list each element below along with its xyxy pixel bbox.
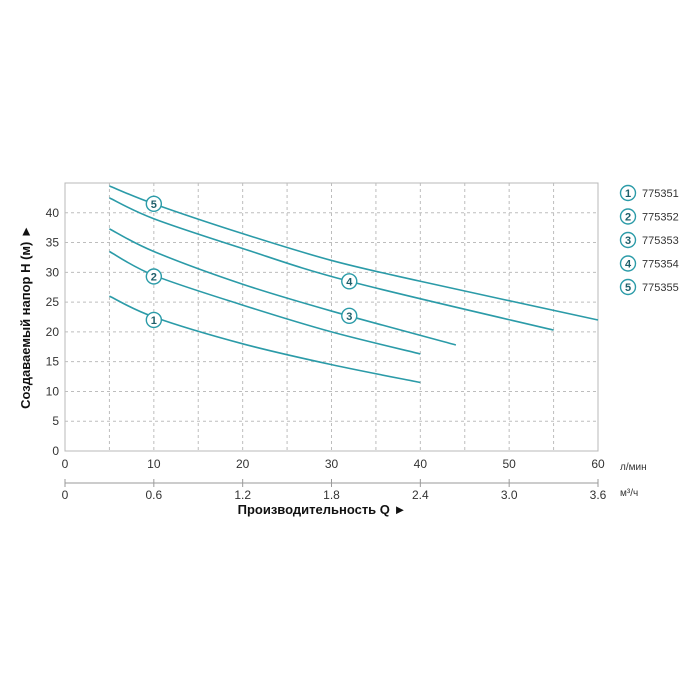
x2-tick-label: 3.0 (501, 488, 518, 502)
x-axis-title: Производительность Q ► (238, 502, 407, 517)
legend-marker-label: 3 (625, 235, 631, 247)
x-tick-label: 30 (325, 457, 339, 471)
y-tick-label: 15 (46, 355, 60, 369)
legend-marker-label: 2 (625, 212, 631, 224)
curve-marker-circle (145, 311, 163, 329)
legend-entry: 775354 (642, 259, 679, 271)
legend-marker-circle (619, 278, 637, 296)
y-axis-title: Создаваемый напор Н (м) ► (18, 225, 33, 409)
curve-marker-label: 1 (151, 315, 157, 327)
curve-markers: 1 2 3 4 5 (145, 195, 358, 329)
y-tick-label: 10 (46, 384, 60, 398)
x2-tick-label: 1.2 (234, 488, 251, 502)
curve-marker-circle (145, 268, 163, 285)
x2-tick-label: 0 (62, 488, 69, 502)
y-tick-label: 0 (52, 444, 59, 458)
legend-marker-label: 1 (625, 188, 631, 200)
y-tick-label: 5 (52, 414, 59, 428)
x-tick-label: 60 (591, 457, 605, 471)
curve-marker-label: 2 (151, 272, 157, 284)
x-tick-label: 50 (502, 457, 516, 471)
legend-entry: 775351 (642, 188, 679, 200)
x2-tick-label: 3.6 (590, 488, 607, 502)
curve-marker-circle (145, 195, 163, 213)
curve-775353 (109, 228, 457, 346)
legend-marker-circle (619, 184, 637, 202)
legend-marker-label: 4 (625, 259, 632, 271)
legend-entry: 775355 (642, 282, 679, 294)
x2-tick-label: 2.4 (412, 488, 429, 502)
x-tick-label: 20 (236, 457, 250, 471)
curve-marker-label: 3 (346, 311, 352, 323)
curve-marker-label: 5 (151, 199, 157, 211)
x-tick-labels: 0 10 20 30 40 50 60 (62, 457, 605, 471)
x-tick-label: 0 (62, 457, 69, 471)
legend-marker-label: 5 (625, 282, 631, 294)
y-tick-label: 40 (46, 206, 60, 220)
y-tick-label: 20 (46, 325, 60, 339)
y-tick-label: 25 (46, 295, 60, 309)
curve-775351 (109, 295, 421, 384)
curve-marker-label: 4 (346, 276, 353, 288)
x2-tick-label: 0.6 (145, 488, 162, 502)
legend-marker-circle (619, 255, 637, 272)
legend-entry: 775352 (642, 212, 679, 224)
curve-marker-circle (341, 273, 358, 290)
legend-entry: 775353 (642, 235, 679, 247)
legend-marker-circle (619, 208, 637, 225)
x-axis-unit: л/мин (620, 462, 647, 473)
x2-axis-unit: м³/ч (620, 488, 638, 499)
legend: 1 775351 2 775352 3 775353 4 775354 5 775355 (619, 184, 679, 296)
y-tick-label: 35 (46, 236, 60, 250)
x-tick-label: 40 (414, 457, 428, 471)
curve-775352 (109, 250, 421, 355)
x2-tick-labels: 0 0.6 1.2 1.8 2.4 3.0 3.6 (62, 479, 607, 502)
curve-marker-circle (341, 307, 358, 325)
y-tick-label: 30 (46, 265, 60, 279)
x-tick-label: 10 (147, 457, 161, 471)
legend-marker-circle (619, 231, 637, 249)
x2-tick-label: 1.8 (323, 488, 340, 502)
curve-775354 (109, 197, 554, 331)
curves (109, 185, 599, 384)
y-tick-labels: 0 5 10 15 20 25 30 35 40 (46, 206, 60, 458)
